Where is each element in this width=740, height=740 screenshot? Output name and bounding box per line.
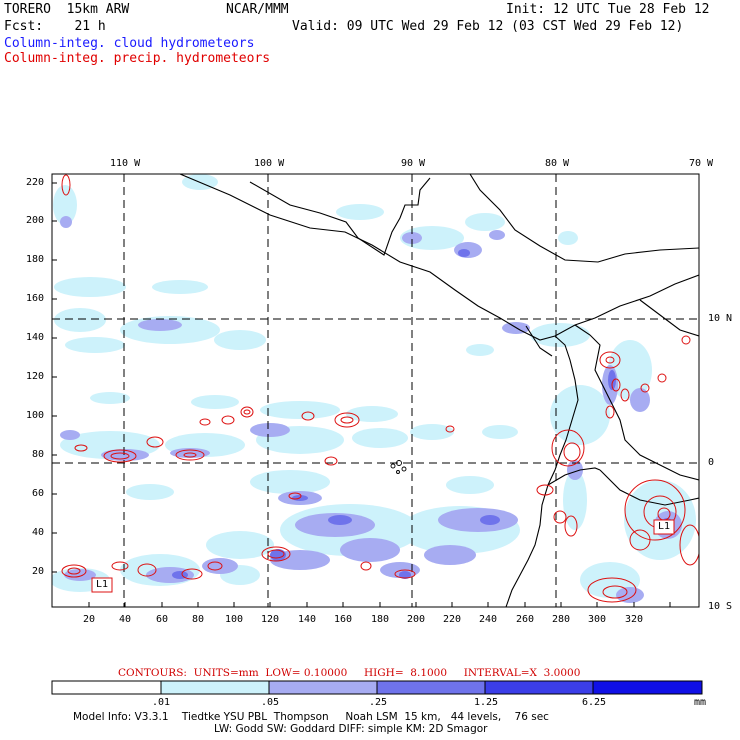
- model-info: Model Info: V3.3.1 Tiedtke YSU PBL Thomp…: [73, 711, 549, 723]
- x-tick-label: 140: [298, 614, 317, 625]
- color-bar-label: 6.25: [582, 697, 607, 708]
- x-tick-label: 320: [625, 614, 644, 625]
- lon-label: 70 W: [689, 158, 714, 169]
- field-precip-label: Column-integ. precip. hydrometeors: [4, 51, 271, 66]
- y-tick-label: 160: [26, 293, 45, 304]
- y-tick-label: 120: [26, 371, 45, 382]
- x-tick-label: 60: [156, 614, 169, 625]
- y-tick-label: 60: [32, 488, 45, 499]
- x-tick-label: 240: [479, 614, 498, 625]
- lon-label: 80 W: [545, 158, 570, 169]
- model-title: TORERO 15km ARW: [4, 2, 130, 17]
- map-frame: [51, 173, 700, 608]
- x-tick-label: 260: [516, 614, 535, 625]
- x-tick-label: 280: [552, 614, 571, 625]
- low-marker-label: L1: [96, 579, 109, 590]
- lat-label: 10 S: [708, 601, 733, 612]
- color-bar-label: .05: [261, 697, 280, 708]
- x-tick-marks: [88, 602, 671, 607]
- y-tick-label: 100: [26, 410, 45, 421]
- y-tick-label: 20: [32, 566, 45, 577]
- low-markers: [91, 519, 675, 593]
- x-tick-label: 220: [443, 614, 462, 625]
- galapagos-islands: [390, 460, 407, 474]
- coastlines: [179, 174, 699, 607]
- low-marker-label: L1: [658, 521, 671, 532]
- init-time: Init: 12 UTC Tue 28 Feb 12: [506, 2, 710, 17]
- cloud-shade-light: [52, 174, 696, 598]
- center-name: NCAR/MMM: [226, 2, 289, 17]
- color-bar-bin: [160, 680, 270, 695]
- color-bar-label: .01: [152, 697, 171, 708]
- y-tick-label: 220: [26, 177, 45, 188]
- x-tick-label: 120: [261, 614, 280, 625]
- x-tick-label: 80: [192, 614, 205, 625]
- color-bar-label: .25: [369, 697, 388, 708]
- x-tick-label: 100: [225, 614, 244, 625]
- y-tick-label: 180: [26, 254, 45, 265]
- field-cloud-label: Column-integ. cloud hydrometeors: [4, 36, 255, 51]
- contour-info: CONTOURS: UNITS=mm LOW= 0.10000 HIGH= 8.…: [118, 667, 581, 679]
- color-bar-bin: [51, 680, 162, 695]
- lon-label: 110 W: [110, 158, 141, 169]
- x-tick-label: 160: [334, 614, 353, 625]
- color-bar-bin: [592, 680, 703, 695]
- x-tick-label: 300: [588, 614, 607, 625]
- lat-label: 10 N: [708, 313, 733, 324]
- x-tick-label: 200: [407, 614, 426, 625]
- model-info-physics: LW: Godd SW: Goddard DIFF: simple KM: 2D…: [214, 723, 488, 735]
- color-bar-label: 1.25: [474, 697, 499, 708]
- x-tick-label: 40: [119, 614, 132, 625]
- color-bar-unit: mm: [694, 697, 707, 708]
- precip-contours: [61, 174, 699, 603]
- color-bar: [51, 680, 703, 695]
- lat-label: 0: [708, 457, 715, 468]
- color-bar-bin: [484, 680, 594, 695]
- color-bar-bin: [268, 680, 378, 695]
- x-tick-label: 20: [83, 614, 96, 625]
- map-content: [52, 174, 699, 607]
- color-bar-bin: [376, 680, 486, 695]
- y-tick-marks: [52, 182, 57, 573]
- y-tick-label: 40: [32, 527, 45, 538]
- lon-label: 100 W: [254, 158, 285, 169]
- forecast-hour: Fcst: 21 h: [4, 19, 106, 34]
- valid-time: Valid: 09 UTC Wed 29 Feb 12 (03 CST Wed …: [292, 19, 684, 34]
- x-tick-label: 180: [371, 614, 390, 625]
- y-tick-label: 200: [26, 215, 45, 226]
- y-tick-label: 80: [32, 449, 45, 460]
- y-tick-label: 140: [26, 332, 45, 343]
- lon-label: 90 W: [401, 158, 426, 169]
